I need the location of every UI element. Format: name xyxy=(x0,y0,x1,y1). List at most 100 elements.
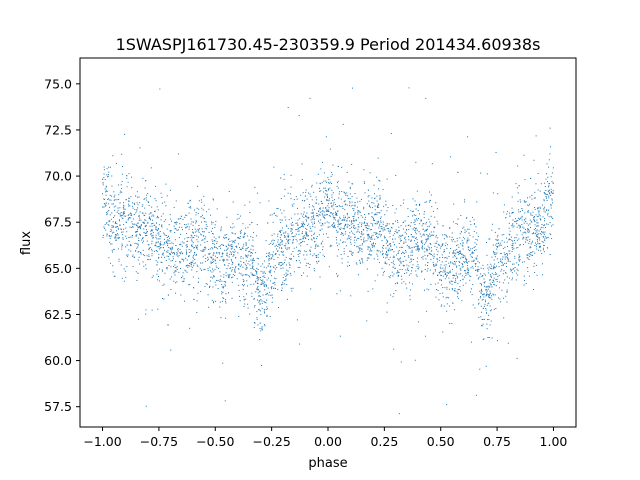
data-point xyxy=(481,276,483,278)
data-point xyxy=(196,246,198,248)
data-point xyxy=(293,203,295,205)
data-point xyxy=(157,279,159,281)
data-point xyxy=(543,251,545,253)
data-point xyxy=(485,288,487,290)
data-point xyxy=(311,184,313,186)
data-point xyxy=(528,275,530,277)
data-point xyxy=(286,247,288,249)
data-point xyxy=(155,228,157,230)
data-point xyxy=(266,252,268,254)
data-point xyxy=(223,297,225,299)
data-point xyxy=(380,230,382,232)
data-point xyxy=(351,220,353,222)
data-point xyxy=(466,271,468,273)
data-point xyxy=(108,166,110,168)
data-point xyxy=(381,228,383,230)
data-point xyxy=(422,248,424,250)
data-point xyxy=(509,253,511,255)
data-point xyxy=(392,296,394,298)
data-point xyxy=(319,229,321,231)
data-point xyxy=(468,246,470,248)
data-point xyxy=(180,243,182,245)
data-point xyxy=(398,236,400,238)
data-point xyxy=(285,256,287,258)
data-point xyxy=(322,216,324,218)
data-point xyxy=(482,338,484,340)
data-point xyxy=(363,229,365,231)
data-point xyxy=(135,235,137,237)
data-point xyxy=(275,244,277,246)
data-point xyxy=(136,231,138,233)
data-point xyxy=(465,260,467,262)
data-point xyxy=(201,228,203,230)
data-point xyxy=(523,154,525,156)
data-point xyxy=(152,214,154,216)
data-point xyxy=(214,246,216,248)
data-point xyxy=(192,232,194,234)
data-point xyxy=(538,210,540,212)
data-point xyxy=(411,267,413,269)
data-point xyxy=(170,247,172,249)
data-point xyxy=(529,226,531,228)
data-point xyxy=(390,275,392,277)
data-point xyxy=(228,274,230,276)
data-point xyxy=(523,284,525,286)
data-point xyxy=(261,307,263,309)
data-point xyxy=(136,202,138,204)
data-point xyxy=(271,301,273,303)
data-point xyxy=(448,281,450,283)
data-point xyxy=(162,270,164,272)
data-point xyxy=(230,226,232,228)
data-point xyxy=(155,241,157,243)
data-point xyxy=(485,308,487,310)
data-point xyxy=(150,211,152,213)
data-point xyxy=(174,267,176,269)
data-point xyxy=(436,261,438,263)
data-point xyxy=(437,243,439,245)
data-point xyxy=(424,230,426,232)
data-point xyxy=(277,233,279,235)
data-point xyxy=(111,175,113,177)
data-point xyxy=(196,244,198,246)
data-point xyxy=(521,210,523,211)
data-point xyxy=(112,217,114,219)
data-point xyxy=(157,241,159,243)
data-point xyxy=(206,240,208,242)
data-point xyxy=(168,224,170,226)
data-point xyxy=(169,230,171,232)
data-point xyxy=(238,237,240,239)
data-point xyxy=(441,261,443,263)
data-point xyxy=(169,247,171,249)
data-point xyxy=(158,232,160,234)
data-point xyxy=(451,240,453,242)
data-point xyxy=(346,213,348,215)
data-point xyxy=(483,296,485,298)
data-point xyxy=(209,285,211,287)
data-point xyxy=(168,253,170,255)
data-point xyxy=(549,233,551,235)
data-point xyxy=(309,251,311,253)
data-point xyxy=(260,310,262,312)
data-point xyxy=(248,251,250,253)
data-point xyxy=(389,230,391,232)
data-point xyxy=(411,270,413,272)
data-point xyxy=(244,254,246,256)
data-point xyxy=(138,237,140,239)
data-point xyxy=(118,219,120,221)
data-point xyxy=(320,168,322,170)
data-point xyxy=(350,250,352,252)
data-point xyxy=(421,257,423,259)
data-point xyxy=(398,230,400,232)
data-point xyxy=(306,234,308,236)
data-point xyxy=(130,250,132,252)
data-point xyxy=(200,244,202,246)
data-point xyxy=(328,183,330,185)
data-point xyxy=(381,254,383,256)
data-point xyxy=(515,218,517,220)
data-point xyxy=(351,254,353,256)
data-point xyxy=(552,167,554,169)
data-point xyxy=(261,365,263,366)
data-point xyxy=(376,221,378,223)
data-point xyxy=(284,232,286,234)
data-point xyxy=(267,308,269,310)
